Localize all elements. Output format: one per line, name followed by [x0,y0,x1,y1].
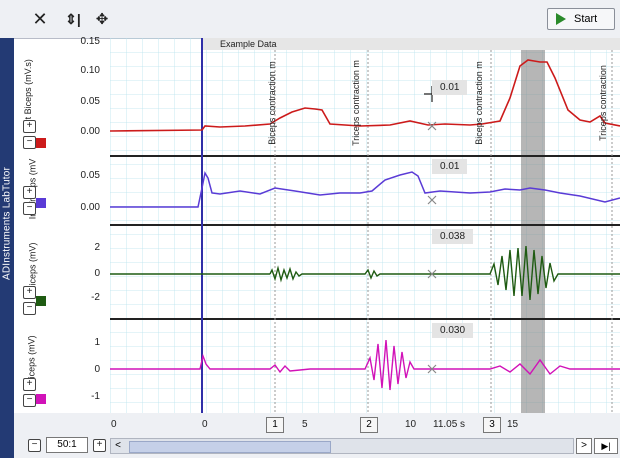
channel-3-plus-button[interactable]: + [23,286,36,299]
x-tick: 0 [111,419,117,430]
sidebar: ADInstruments LabTutor [0,38,14,458]
zoom-level[interactable]: 50:1 [46,437,88,453]
sidebar-brand: ADInstruments LabTutor [1,167,13,280]
ch3-tick: 0 [94,268,100,279]
play-icon [556,13,566,25]
close-icon[interactable]: ✕ [32,8,48,29]
comment-label: Triceps contraction [597,65,608,141]
scroll-right-button[interactable]: > [576,438,592,454]
channel-1-readout: 0.01 [432,80,468,95]
marker-box[interactable]: 3 [483,417,501,433]
channel-1-label: Int Biceps (mV.s) [22,59,33,127]
comment-label: Biceps contraction m [266,61,277,145]
ch2-tick: 0.00 [80,202,100,213]
channel-4-swatch [36,394,46,404]
channel-4-trace [110,339,620,391]
channel-2-swatch [36,198,46,208]
toolbar: ✕ ⇕| ✥ Start [0,0,620,39]
x-tick: 0 [202,419,208,430]
scrollbar-thumb[interactable] [129,441,331,453]
marker-box[interactable]: 1 [266,417,284,433]
ch4-tick: -1 [91,391,100,402]
ch3-tick: 2 [94,242,100,253]
autoscale-icon[interactable]: ⇕| [65,10,81,27]
title-band-label: Example Data [220,39,277,49]
ch1-tick: 0.15 [80,36,100,47]
channel-1-plus-button[interactable]: + [23,120,36,133]
comment-label: Triceps contraction m [350,60,361,146]
marker-box[interactable]: 2 [360,417,378,433]
ch2-tick: 0.05 [80,170,100,181]
channel-1-trace [110,59,620,132]
ch1-tick: 0.10 [80,65,100,76]
ch3-tick: -2 [91,292,100,303]
zoom-in-button[interactable]: + [93,439,106,452]
channel-1-swatch [36,138,46,148]
ch4-tick: 1 [94,337,100,348]
move-icon[interactable]: ✥ [95,11,109,28]
channel-3-label: Biceps (mV) [27,242,38,292]
end-button[interactable]: ▶| [594,438,618,454]
x-tick: 5 [302,419,308,430]
start-label: Start [574,13,598,25]
zoom-out-button[interactable]: − [28,439,41,452]
channel-1-minus-button[interactable]: − [23,136,36,149]
start-button[interactable]: Start [547,8,615,30]
comment-label: Biceps contraction m [473,61,484,145]
scroll-left-button[interactable]: < [115,440,121,451]
channel-4-minus-button[interactable]: − [23,394,36,407]
ch1-tick: 0.00 [80,126,100,137]
channel-3-swatch [36,296,46,306]
channel-2-minus-button[interactable]: − [23,202,36,215]
channel-2-trace [110,170,620,208]
plot-area[interactable] [110,38,620,413]
ch1-tick: 0.05 [80,96,100,107]
time-readout: 11.05 s [433,419,466,430]
x-tick: 15 [507,419,519,430]
channel-3-trace [110,245,620,301]
scrollbar-track[interactable]: < [110,438,574,454]
channel-2-readout: 0.01 [432,159,468,174]
channel-4-readout: 0.030 [432,323,474,338]
x-tick: 10 [405,419,417,430]
channel-4-plus-button[interactable]: + [23,378,36,391]
channel-3-minus-button[interactable]: − [23,302,36,315]
channel-3-readout: 0.038 [432,229,474,244]
ch4-tick: 0 [94,364,100,375]
channel-2-plus-button[interactable]: + [23,186,36,199]
title-band [202,38,620,50]
